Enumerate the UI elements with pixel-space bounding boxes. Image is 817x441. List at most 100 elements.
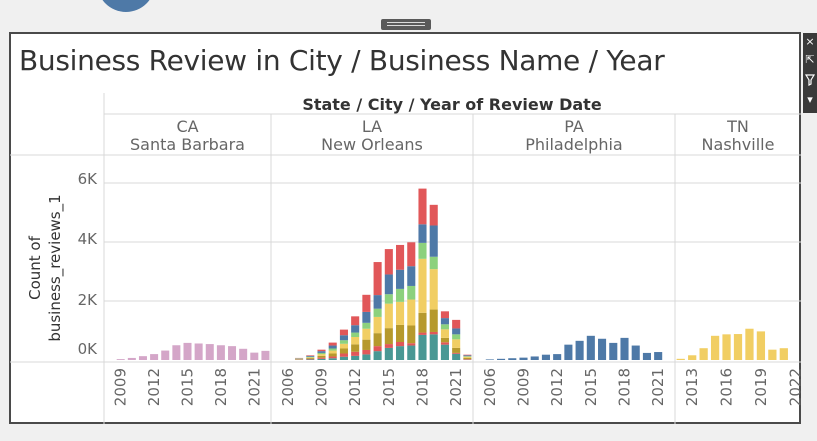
bar <box>756 331 766 360</box>
x-tick-label: 2009 <box>313 368 331 406</box>
bar-segment <box>396 301 405 325</box>
x-tick-label: 2015 <box>179 368 197 406</box>
panel-city-label: Santa Barbara <box>130 135 245 154</box>
panel-state-label: LA <box>362 117 382 136</box>
bar-segment <box>351 351 360 356</box>
bar-segment <box>306 355 315 357</box>
bar-segment <box>317 352 326 355</box>
bar-segment <box>407 343 416 346</box>
bar-segment <box>418 258 427 313</box>
x-tick-label: 2016 <box>718 368 736 406</box>
x-tick-label: 2018 <box>212 368 230 406</box>
bar <box>553 354 562 360</box>
bar <box>609 342 618 360</box>
x-tick-label: 2021 <box>649 368 667 406</box>
bar <box>150 354 159 360</box>
pin-icon[interactable]: ⇱ <box>805 53 815 66</box>
bar-segment <box>384 344 393 348</box>
bar-segment <box>418 312 427 333</box>
panel-city-label: New Orleans <box>321 135 423 154</box>
menu-icon[interactable]: ▾ <box>807 93 813 106</box>
bar-segment <box>306 356 315 358</box>
bar-segment <box>429 331 438 335</box>
bar <box>205 344 214 360</box>
bar <box>261 350 270 360</box>
panel-city-label: Philadelphia <box>525 135 622 154</box>
x-tick-label: 2022 <box>786 368 804 406</box>
bar-segment <box>452 319 461 329</box>
bar-segment <box>339 348 348 354</box>
bar-segment <box>362 339 371 350</box>
bar-segment <box>306 357 315 358</box>
bar-segment <box>418 188 427 225</box>
bar-segment <box>463 357 472 360</box>
y-axis-label: Count of business_reviews_1 <box>26 194 65 341</box>
bar-segment <box>384 347 393 360</box>
bar <box>620 337 629 360</box>
bar <box>642 352 651 360</box>
bar-segment <box>452 347 461 353</box>
bar-segment <box>317 358 326 360</box>
bar <box>586 335 595 360</box>
bar <box>631 345 640 360</box>
bar <box>699 348 708 360</box>
bar <box>575 340 584 360</box>
bar <box>138 356 147 360</box>
bar-segment <box>351 344 360 352</box>
bar-segment <box>362 322 371 329</box>
bar <box>564 344 573 360</box>
x-tick-label: 2019 <box>752 368 770 406</box>
bar <box>239 348 248 360</box>
bar-segment <box>407 345 416 360</box>
bar <box>127 357 136 360</box>
x-tick-label: 2009 <box>515 368 533 406</box>
bar-segment <box>384 303 393 329</box>
bar-segment <box>328 348 337 351</box>
x-tick-label: 2018 <box>616 368 634 406</box>
bar <box>530 356 539 360</box>
bar-segment <box>418 332 427 335</box>
bar-segment <box>328 358 337 360</box>
bar <box>228 346 237 360</box>
bar <box>710 335 720 360</box>
bar-segment <box>440 344 449 360</box>
bar-segment <box>373 316 382 334</box>
bar-segment <box>306 355 315 356</box>
bar-segment <box>328 345 337 349</box>
worksheet-toolbar: × ⇱ ▾ <box>803 33 817 113</box>
x-tick-label: 2009 <box>112 368 130 406</box>
bar-segment <box>429 269 438 310</box>
x-tick-label: 2012 <box>145 368 163 406</box>
bar-segment <box>418 334 427 360</box>
bar-segment <box>452 334 461 340</box>
bar <box>722 334 731 360</box>
bar-segment <box>407 285 416 300</box>
drag-handle[interactable] <box>381 19 431 30</box>
bar-segment <box>418 224 427 243</box>
bar-segment <box>440 337 449 343</box>
bar <box>508 358 517 360</box>
bar-segment <box>396 244 405 270</box>
bar-segment <box>373 262 382 296</box>
bar-segment <box>418 242 427 259</box>
bar <box>161 350 170 360</box>
bar-segment <box>317 357 326 359</box>
bar-segment <box>396 324 405 343</box>
y-tick-label: 6K <box>78 170 99 188</box>
bar <box>172 345 181 360</box>
bar <box>541 354 550 360</box>
bar-segment <box>339 343 348 349</box>
bar-segment <box>351 325 360 333</box>
panel-state-label: CA <box>176 117 198 136</box>
bar-segment <box>407 242 416 267</box>
filter-icon[interactable] <box>803 71 817 89</box>
y-tick-label: 0K <box>78 340 99 358</box>
bar <box>183 342 192 360</box>
bar <box>194 343 203 360</box>
bar-segment <box>306 357 315 359</box>
bar-segment <box>440 342 449 345</box>
bar-segment <box>328 350 337 354</box>
bar-segment <box>362 354 371 360</box>
close-icon[interactable]: × <box>805 35 815 48</box>
bar-segment <box>339 340 348 344</box>
